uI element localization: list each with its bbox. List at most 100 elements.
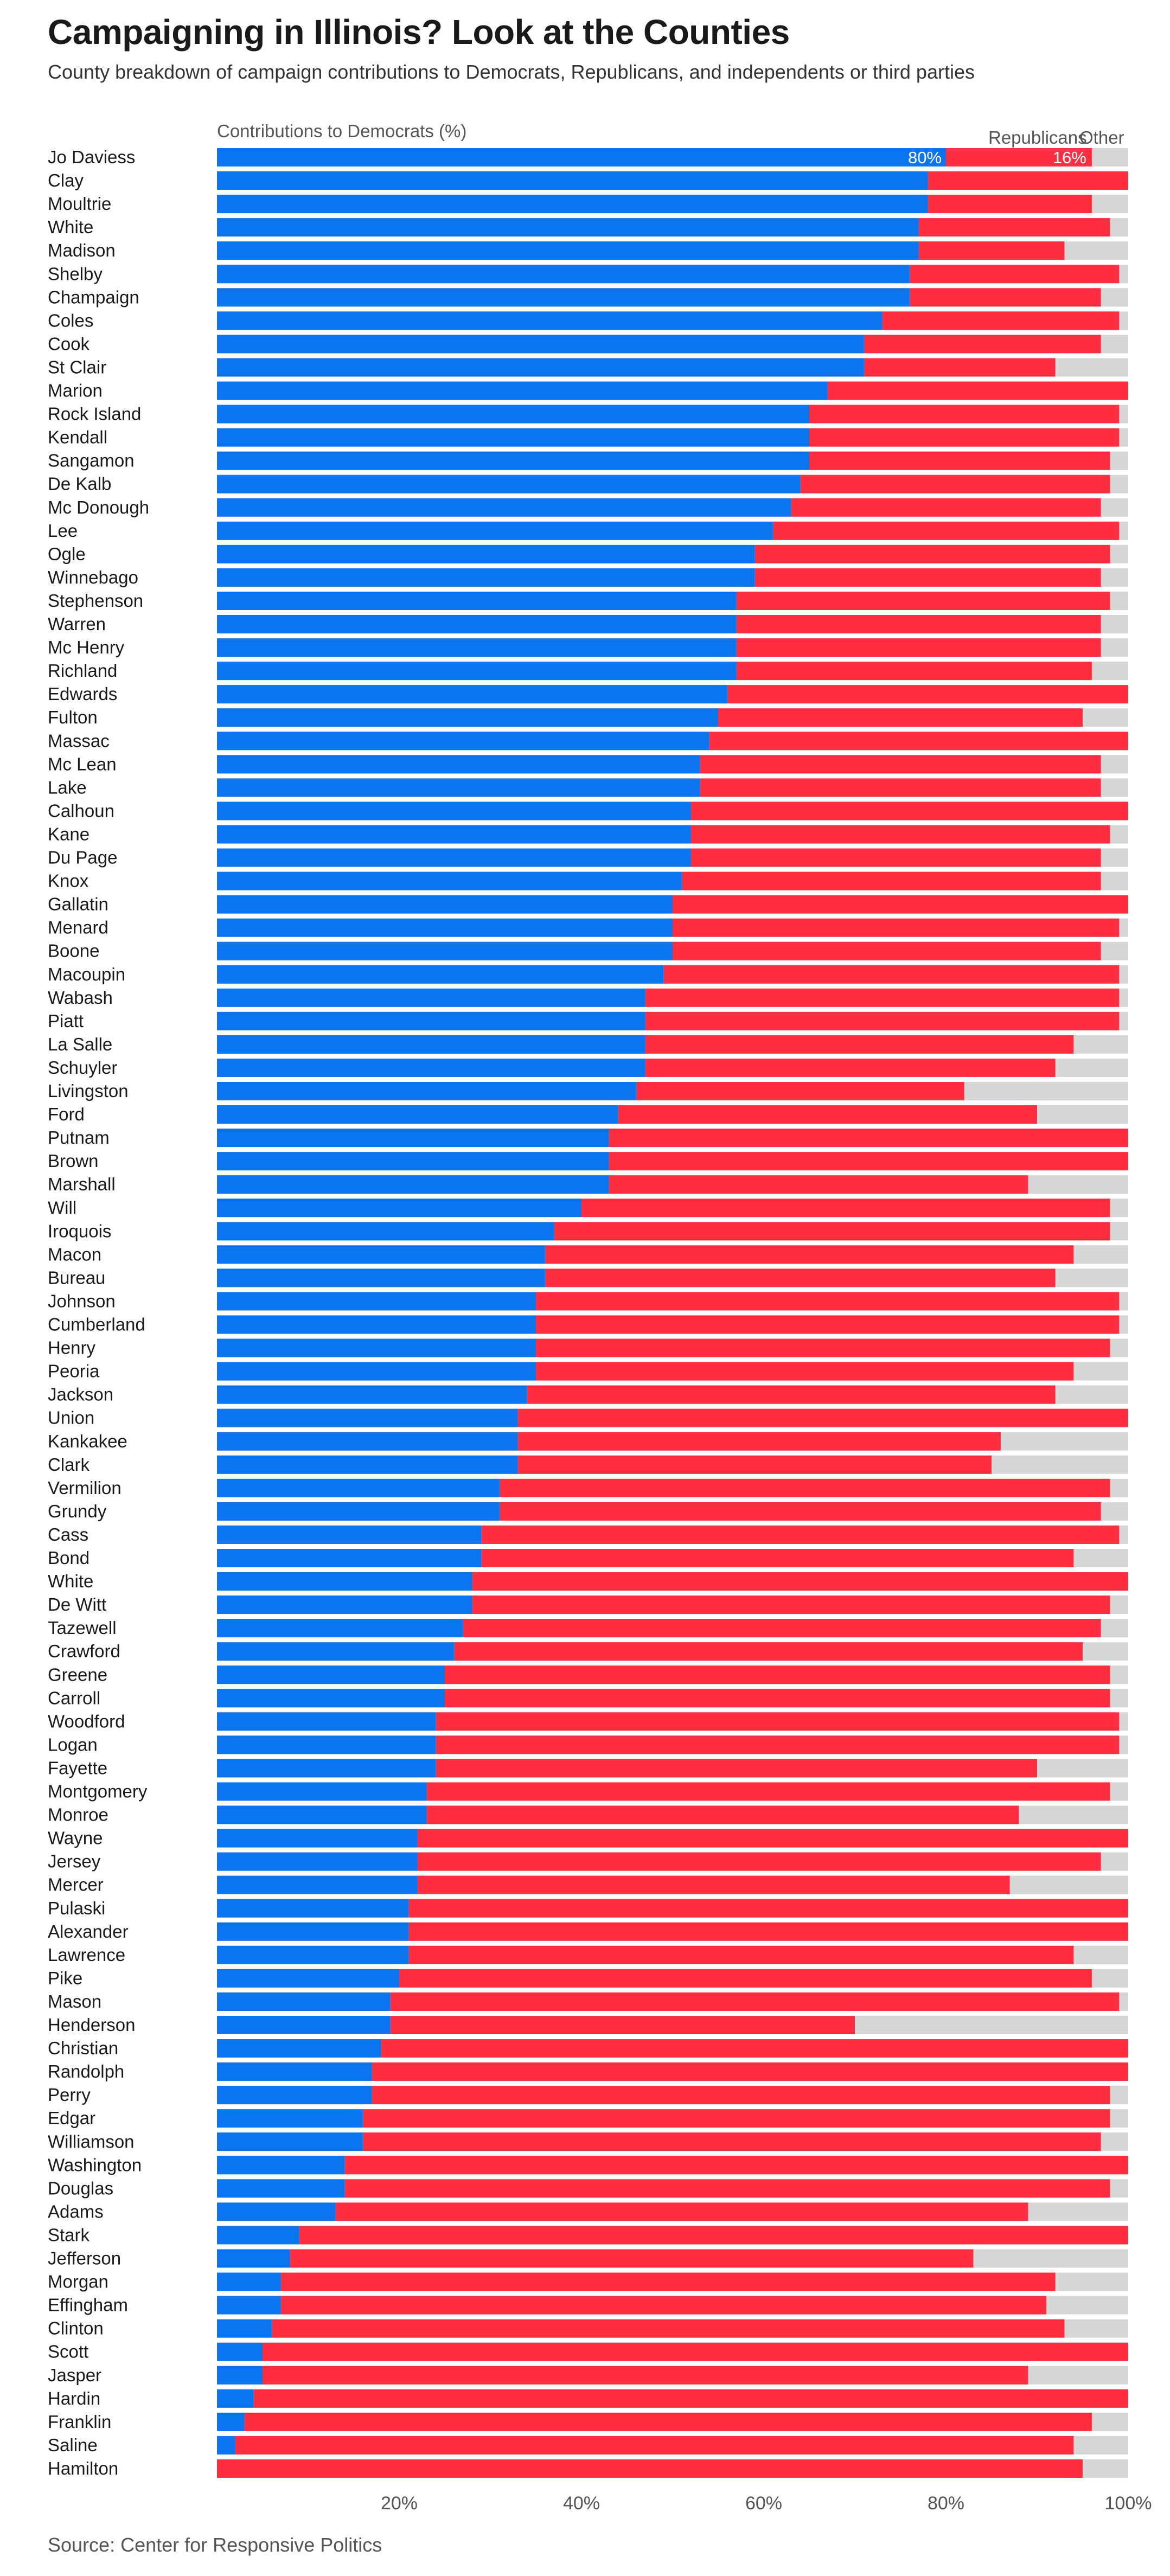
bar-democrats (217, 358, 864, 377)
county-label: Scott (48, 2342, 88, 2362)
county-label: Massac (48, 730, 110, 751)
bar-democrats (217, 1338, 536, 1357)
bar-republicans (344, 2179, 1110, 2198)
bar-democrats (217, 1035, 645, 1054)
bar-republicans (882, 311, 1120, 330)
bar-democrats (217, 1385, 527, 1404)
county-label: Winnebago (48, 567, 138, 587)
county-label: Schuyler (48, 1058, 117, 1078)
bar-republicans (499, 1502, 1101, 1521)
bar-democrats (217, 1642, 454, 1661)
bar-democrats (217, 778, 700, 797)
bar-republicans (280, 2296, 1046, 2315)
bar-democrats (217, 475, 801, 494)
bar-republicans (809, 405, 1120, 424)
bar-republicans (399, 1969, 1092, 1988)
bar-republicans (736, 591, 1110, 610)
county-label: Edgar (48, 2108, 95, 2128)
bar-democrats (217, 2366, 263, 2385)
county-label: Clay (48, 170, 84, 190)
chart-title: Campaigning in Illinois? Look at the Cou… (48, 12, 790, 52)
bar-republicans (673, 895, 1128, 914)
bar-republicans (618, 1105, 1037, 1124)
bar-democrats (217, 1362, 536, 1381)
bar-democrats (217, 685, 727, 704)
county-label: Ogle (48, 544, 86, 564)
data-label-democrats: 80% (908, 148, 942, 167)
bar-republicans (545, 1245, 1074, 1264)
bar-democrats (217, 241, 919, 260)
county-label: Moultrie (48, 194, 111, 214)
county-label: Cass (48, 1524, 88, 1545)
county-label: Woodford (48, 1711, 125, 1731)
bar-republicans (436, 1759, 1038, 1778)
bar-republicans (472, 1595, 1110, 1614)
bar-democrats (217, 2086, 372, 2105)
bar-republicans (426, 1805, 1019, 1824)
county-label: Franklin (48, 2412, 111, 2432)
county-label: Wayne (48, 1828, 103, 1848)
county-label: Perry (48, 2085, 91, 2105)
bar-democrats (217, 895, 673, 914)
bar-democrats (217, 1129, 609, 1148)
bar-republicans (736, 662, 1092, 681)
bar-republicans (609, 1129, 1128, 1148)
bar-democrats (217, 335, 864, 354)
county-label: Effingham (48, 2295, 128, 2315)
bar-republicans (536, 1315, 1120, 1334)
county-label: Shelby (48, 264, 103, 284)
bar-democrats (217, 2109, 363, 2128)
bar-republicans (390, 1992, 1120, 2011)
bar-republicans (271, 2319, 1065, 2338)
county-label: White (48, 1571, 93, 1591)
bar-democrats (217, 195, 928, 214)
bar-democrats (217, 1689, 445, 1708)
bar-republicans (472, 1572, 1128, 1591)
bar-republicans (691, 802, 1128, 821)
bar-democrats (217, 988, 645, 1007)
bar-republicans (736, 638, 1101, 657)
county-label: Kankakee (48, 1431, 127, 1451)
bar-republicans (864, 358, 1056, 377)
bar-democrats (217, 1432, 518, 1451)
bar-democrats (217, 2179, 345, 2198)
bar-democrats (217, 1759, 436, 1778)
bar-republicans (445, 1689, 1110, 1708)
bar-republicans (709, 732, 1128, 751)
bar-democrats (217, 148, 946, 166)
bar-democrats (217, 2319, 272, 2338)
bar-democrats (217, 1082, 636, 1100)
bar-democrats (217, 2342, 263, 2361)
county-label: Stephenson (48, 591, 143, 611)
county-label: Pike (48, 1968, 82, 1988)
county-label: Madison (48, 240, 116, 260)
bar-democrats (217, 288, 910, 307)
x-tick-label: 80% (928, 2493, 964, 2514)
bar-republicans (536, 1338, 1110, 1357)
bar-democrats (217, 1152, 609, 1171)
bar-republicans (609, 1175, 1028, 1194)
bar-democrats (217, 872, 682, 890)
county-label: St Clair (48, 357, 106, 377)
bar-democrats (217, 638, 737, 657)
bar-democrats (217, 1478, 500, 1497)
county-label: Putnam (48, 1127, 110, 1148)
county-label: De Kalb (48, 474, 111, 494)
bar-democrats (217, 1595, 472, 1614)
county-label: Hamilton (48, 2458, 118, 2478)
bar-democrats (217, 1829, 418, 1848)
county-label: Christian (48, 2038, 118, 2058)
county-label: Jasper (48, 2365, 101, 2385)
county-label: Mason (48, 1991, 101, 2011)
bar-democrats (217, 941, 673, 960)
bar-republicans (545, 1268, 1056, 1287)
county-label: Richland (48, 661, 117, 681)
header-democrats-label: Contributions to Democrats (%) (217, 121, 466, 141)
bar-democrats (217, 1408, 518, 1427)
bar-republicans (417, 1875, 1010, 1894)
county-label: Jackson (48, 1385, 113, 1405)
bar-democrats (217, 1105, 618, 1124)
bar-republicans (290, 2249, 974, 2268)
county-label: Grundy (48, 1501, 107, 1521)
